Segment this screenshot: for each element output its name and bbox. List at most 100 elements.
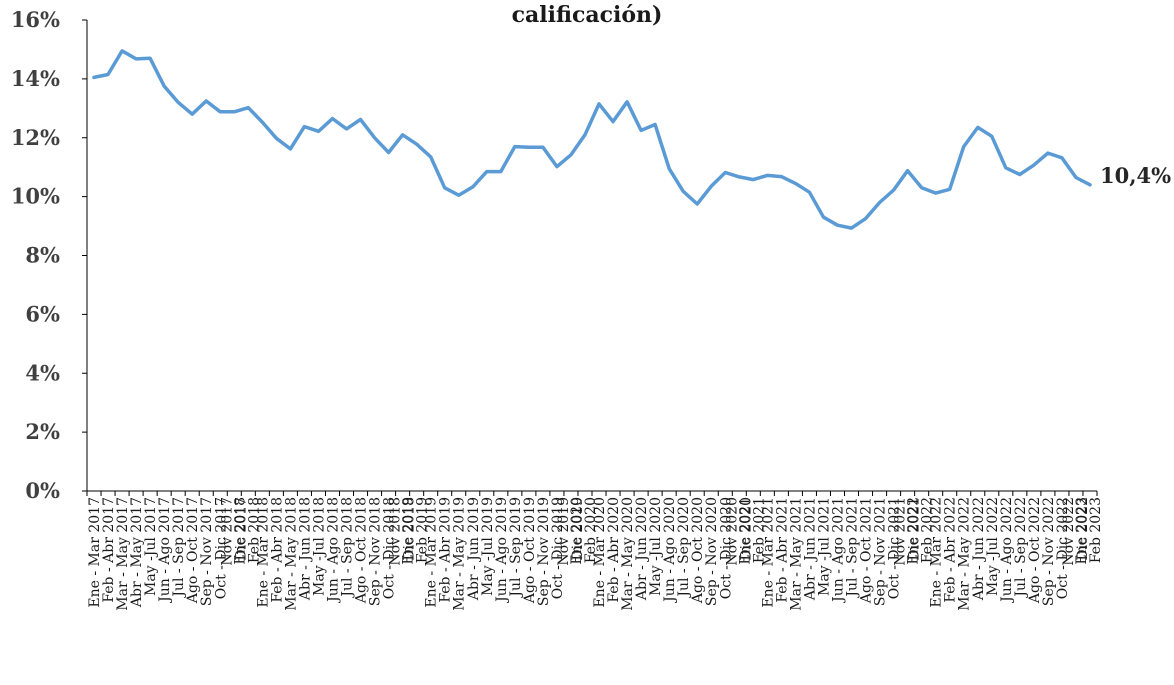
y-tick-label: 10% [11,184,60,209]
x-tick-label: Nov 2020 [724,497,740,566]
x-tick-label: Sep - Nov 2019 [536,497,552,606]
y-tick-label: 16% [11,7,60,32]
x-tick-label: Jun - Ago 2022 [999,497,1015,604]
x-tick-label: Abr - Jun 2020 [634,497,650,601]
x-tick-label: Ago - Oct 2018 [354,497,370,604]
x-tick-label: Ago - Oct 2017 [185,497,201,604]
x-tick-label: Dic 2019 [570,497,586,561]
x-tick-label: Abr - Jun 2021 [802,497,818,601]
x-tick-label: Feb 2020 [583,497,599,563]
y-tick-label: 2% [25,419,60,444]
x-tick-label: Feb - Abr 2021 [774,497,790,603]
chart-title: calificación) [512,2,663,28]
x-tick-label: Oct - Dic 2022 [1055,497,1071,599]
x-tick-label: Sep - Nov 2022 [1041,497,1057,606]
x-tick-label: Jul - Sep 2020 [676,497,692,599]
x-tick-label: Ago - Oct 2021 [859,497,875,604]
x-tick-label: Dic 2022 [1075,497,1091,561]
x-tick-label: Abr - Jun 2022 [971,497,987,601]
x-tick-label: Oct - Dic 2017 [213,497,229,599]
x-tick-label: Feb - Abr 2019 [438,497,454,603]
x-tick-label: Sep - Nov 2021 [873,497,889,606]
x-tick-label: May -Jul 2019 [480,497,496,596]
x-tick-label: Ene 2023 [1074,497,1090,565]
x-tick-label: Sep - Nov 2018 [368,497,384,606]
x-tick-label: Jun - Ago 2020 [662,497,678,604]
x-tick-label: Feb - Abr 2022 [943,497,959,603]
x-tick-label: Ene 2019 [401,497,417,565]
x-tick-label: Jun - Ago 2021 [830,497,846,604]
x-tick-label: Mar - May 2020 [620,497,636,611]
x-tick-label: Jun - Ago 2017 [157,497,173,604]
x-tick-label: Ago - Oct 2019 [522,497,538,604]
x-tick-label: Ago - Oct 2022 [1027,497,1043,604]
x-tick-label: Feb - Abr 2017 [101,497,117,603]
x-tick-label: Oct - Dic 2018 [382,497,398,599]
x-tick-label: Feb - Abr 2020 [606,497,622,603]
x-tick-label: Mar - May 2017 [115,497,131,611]
y-tick-label: 6% [25,301,60,326]
x-tick-label: Ene - Mar 2020 [592,497,608,608]
x-tick-label: Feb 2019 [415,497,431,563]
x-tick-label: May -Jul 2022 [985,497,1001,596]
x-tick-label: Feb 2021 [751,497,767,563]
y-tick-label: 0% [25,478,60,503]
x-tick-label: Mar - May 2018 [283,497,299,611]
x-tick-label: Mar - May 2021 [788,497,804,611]
y-axis-tick-labels: 0% 2% 4% 6% 8% 10% 12% 14% 16% [11,7,60,503]
y-tick-label: 14% [11,66,60,91]
x-tick-label: Mar - May 2022 [957,497,973,611]
y-tick-label: 12% [11,125,60,150]
x-tick-label: Sep - Nov 2017 [199,497,215,606]
x-tick-label: Jul - Sep 2017 [171,497,187,599]
y-tick-label: 8% [25,243,60,268]
x-tick-label: Dic 2018 [402,497,418,561]
x-tick-label: Ene - Mar 2017 [87,497,103,608]
x-tick-label: Nov 2017 [219,497,235,566]
x-tick-label: Feb 2022 [920,497,936,563]
x-tick-label: Abr - May 2017 [129,497,145,608]
x-tick-label: Jul - Sep 2018 [340,497,356,599]
x-tick-label: May -Jul 2021 [816,497,832,596]
x-tick-label: Abr - Jun 2018 [297,497,313,601]
x-tick-label: Feb 2018 [246,497,262,563]
x-tick-label: Feb 2023 [1088,497,1104,563]
chart-axes [82,19,1098,496]
x-tick-label: Ene - Mar 2021 [760,497,776,608]
x-tick-label: Oct - Dic 2019 [550,497,566,599]
x-tick-label: Ene - Mar 2018 [255,497,271,608]
x-tick-label: Ene 2020 [569,497,585,565]
x-tick-label: Ene - Mar 2022 [929,497,945,608]
x-tick-label: Nov 2021 [893,497,909,566]
x-tick-label: Ene 2021 [737,497,753,565]
x-tick-label: Nov 2019 [556,497,572,566]
x-tick-label: Jun - Ago 2019 [494,497,510,604]
x-tick-label: Jul - Sep 2019 [508,497,524,599]
y-tick-label: 4% [25,360,60,385]
x-tick-label: Oct - Dic 2020 [718,497,734,599]
last-value-label: 10,4% [1100,163,1171,188]
x-tick-label: Feb - Abr 2018 [269,497,285,603]
x-tick-label: May -Jul 2018 [311,497,327,596]
x-tick-label: Dic 2021 [907,497,923,561]
x-tick-label: Ene 2022 [906,497,922,565]
x-tick-label: Jul - Sep 2021 [845,497,861,599]
x-tick-label: Ene 2018 [232,497,248,565]
x-tick-label: Nov 2022 [1061,497,1077,566]
x-tick-label: Jul - Sep 2022 [1013,497,1029,599]
x-tick-label: Ago - Oct 2020 [690,497,706,604]
x-tick-label: Oct - Dic 2021 [887,497,903,599]
x-tick-label: Mar - May 2019 [452,497,468,611]
x-tick-label: May -Jul 2017 [143,497,159,596]
x-tick-label: Ene - Mar 2019 [424,497,440,608]
x-tick-label: Jun - Ago 2018 [325,497,341,604]
series-line [92,49,1092,230]
x-tick-label: Dic 2017 [233,497,249,561]
x-tick-label: Dic 2020 [738,497,754,561]
x-tick-label: Sep - Nov 2020 [704,497,720,606]
x-tick-label: Nov 2018 [388,497,404,566]
x-tick-label: May -Jul 2020 [648,497,664,596]
x-tick-label: Abr - Jun 2019 [466,497,482,601]
